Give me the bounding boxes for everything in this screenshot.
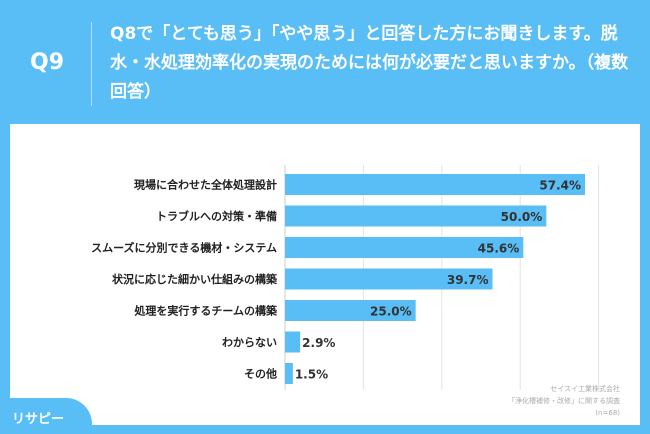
category-label: 現場に合わせた全体処理設計 — [134, 178, 277, 192]
bar — [285, 205, 547, 227]
source-sample: (n=68) — [595, 409, 620, 417]
question-number: Q9 — [30, 50, 65, 75]
bar — [285, 237, 524, 258]
question-text: Q8で「とても思う」「やや思う」と回答した方にお聞きします。脱水・水処理効率化の… — [110, 24, 629, 102]
data-label: 39.7% — [447, 273, 489, 287]
category-label: トラブルへの対策・準備 — [156, 209, 277, 223]
logo-text: リサピー — [12, 412, 65, 427]
data-label: 45.6% — [478, 242, 520, 256]
category-label: 状況に応じた細かい仕組みの構築 — [112, 272, 278, 286]
data-label: 57.4% — [539, 179, 581, 193]
category-label: スムーズに分別できる機材・システム — [91, 241, 277, 255]
header-divider — [91, 22, 92, 106]
data-label: 50.0% — [501, 210, 543, 224]
category-label: その他 — [244, 367, 277, 381]
data-label: 1.5% — [295, 368, 328, 382]
bar — [285, 331, 301, 353]
source-survey: 「浄化槽補修・改修」に関する調査 — [508, 397, 620, 405]
bar — [285, 300, 416, 321]
bar — [285, 363, 293, 384]
category-label: わからない — [222, 336, 277, 349]
category-label: 処理を実行するチームの構築 — [133, 304, 278, 318]
source-note: セイスイ工業株式会社 「浄化槽補修・改修」に関する調査 (n=68) — [508, 383, 620, 419]
bar — [285, 174, 585, 195]
data-label: 2.9% — [302, 336, 335, 350]
data-label: 25.0% — [370, 305, 412, 319]
bar — [285, 268, 493, 290]
source-company: セイスイ工業株式会社 — [550, 385, 620, 393]
logo: リサピー — [0, 398, 92, 434]
